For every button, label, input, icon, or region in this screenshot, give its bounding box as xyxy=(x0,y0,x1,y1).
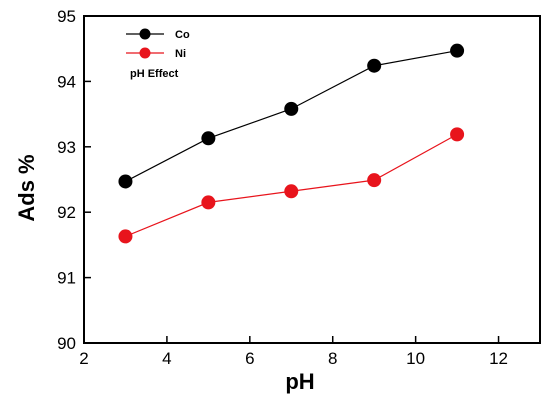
legend: Co Ni xyxy=(126,28,190,60)
x-tick-label-12: 12 xyxy=(489,349,508,368)
y-tick-label-90: 90 xyxy=(57,334,76,353)
y-tick-label-91: 91 xyxy=(57,269,76,288)
x-tick-label-6: 6 xyxy=(245,349,254,368)
plot-frame xyxy=(83,15,541,344)
point-co-ph-9 xyxy=(367,58,382,73)
y-tick-label-92: 92 xyxy=(57,203,76,222)
legend-marker-co xyxy=(139,28,151,40)
point-co-ph-11 xyxy=(450,43,465,58)
point-co-ph-3 xyxy=(118,174,133,189)
annotation-ph-effect: pH Effect xyxy=(130,68,179,80)
x-axis-title: pH xyxy=(285,369,314,394)
legend-label-ni: Ni xyxy=(175,48,186,60)
x-tick-label-4: 4 xyxy=(162,349,171,368)
y-tick-label-93: 93 xyxy=(57,138,76,157)
point-ni-ph-11 xyxy=(450,127,465,142)
y-axis-title: Ads % xyxy=(14,154,39,221)
point-ni-ph-3 xyxy=(118,229,133,244)
point-ni-ph-7 xyxy=(284,184,299,199)
y-tick-label-95: 95 xyxy=(57,7,76,26)
x-tick-label-8: 8 xyxy=(328,349,337,368)
legend-label-co: Co xyxy=(175,29,190,41)
point-co-ph-7 xyxy=(284,101,299,116)
x-tick-label-10: 10 xyxy=(406,349,425,368)
series-layer xyxy=(118,43,465,244)
y-tick-label-94: 94 xyxy=(57,72,76,91)
legend-marker-ni xyxy=(139,47,151,59)
axis-ticks: 2 4 6 8 10 12 90 91 92 93 94 95 xyxy=(57,7,508,368)
point-co-ph-5 xyxy=(201,131,216,146)
x-tick-label-2: 2 xyxy=(79,349,88,368)
point-ni-ph-5 xyxy=(201,195,216,210)
point-ni-ph-9 xyxy=(367,173,382,188)
